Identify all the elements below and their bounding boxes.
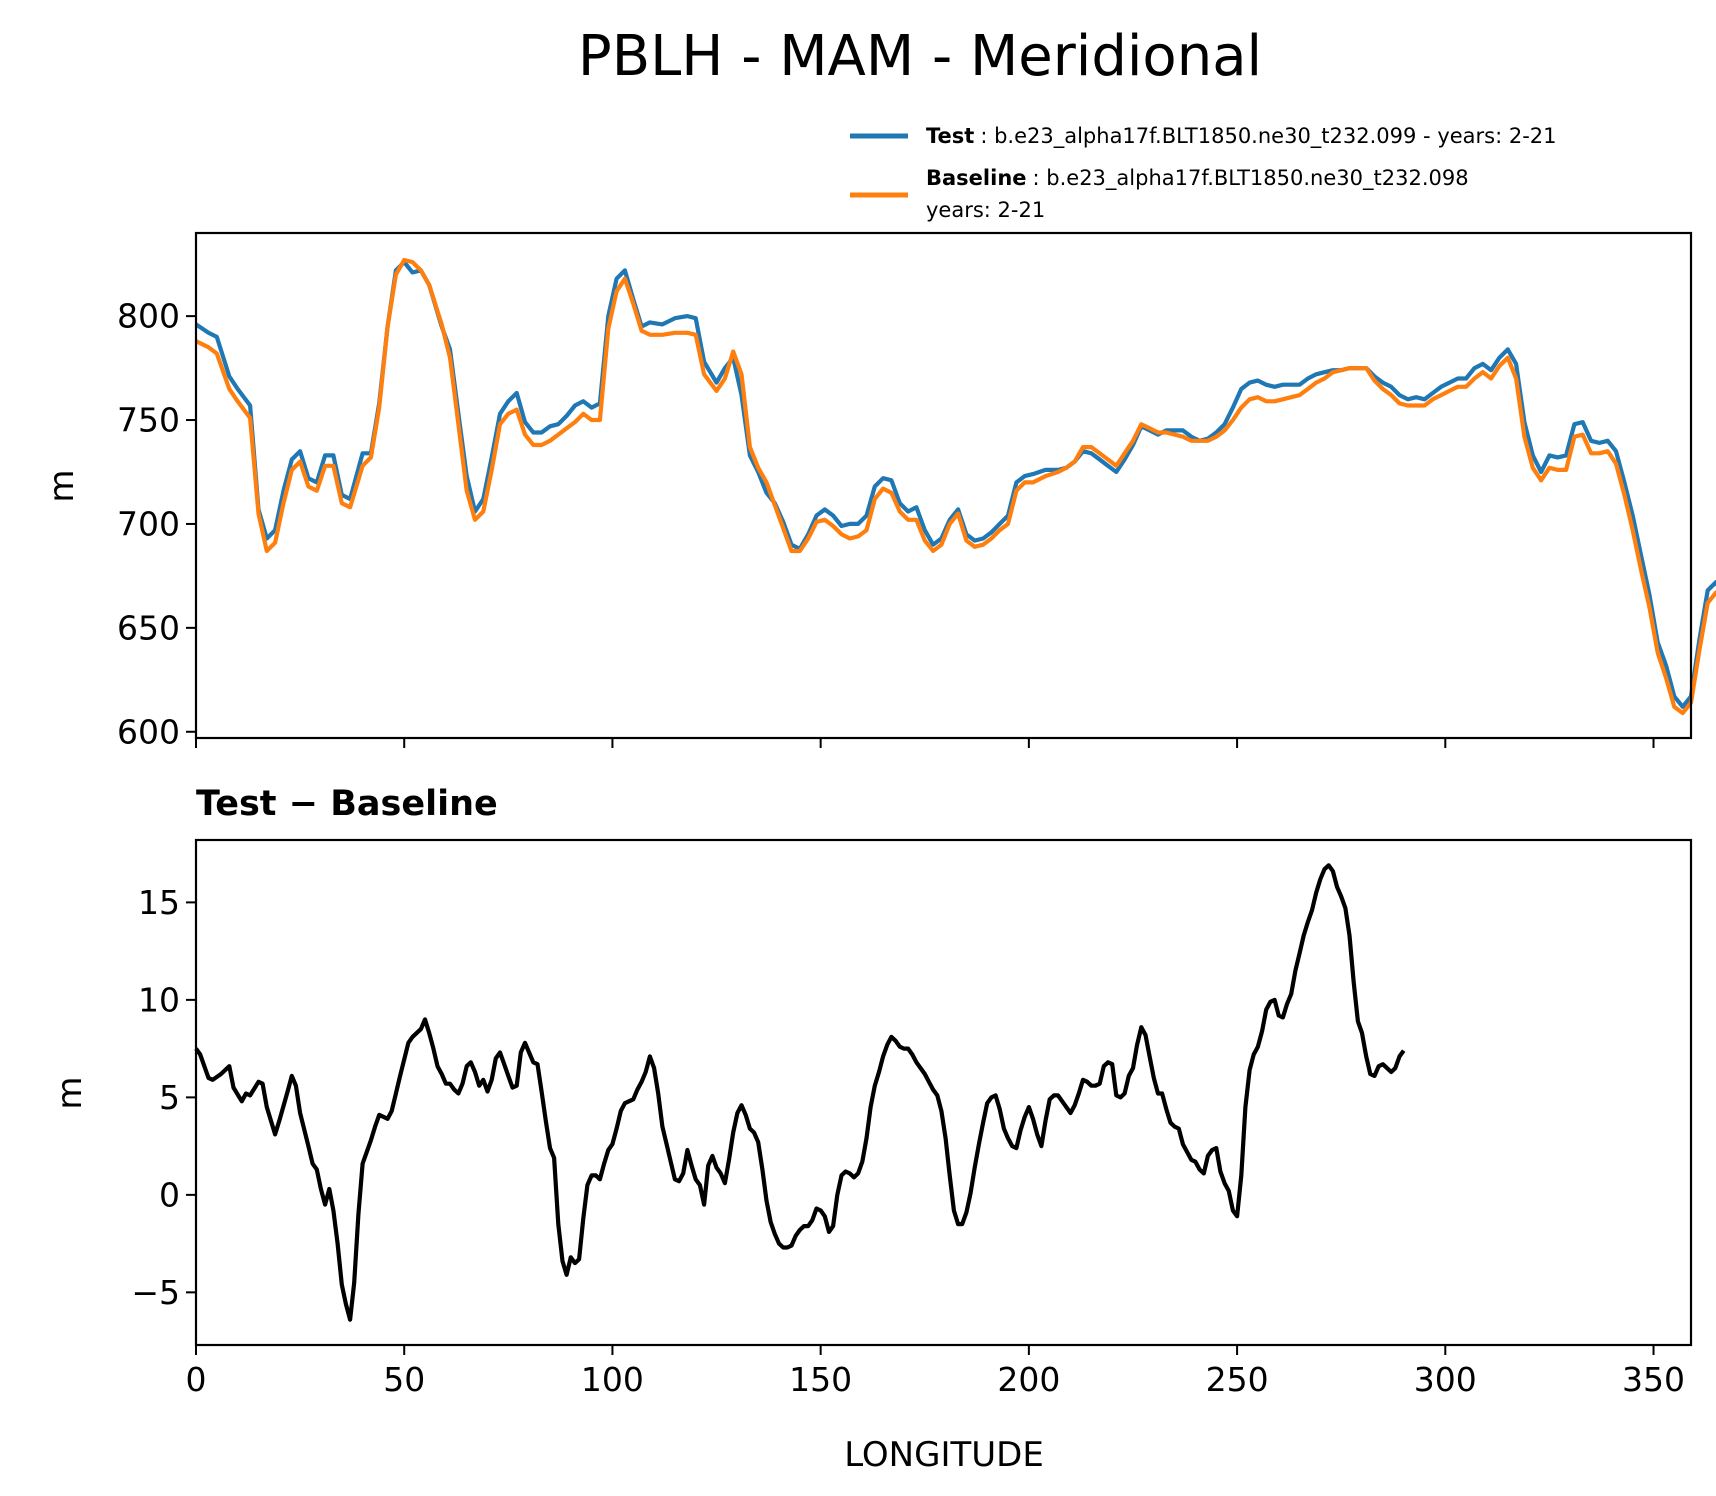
legend-label-test-bold: Test (926, 124, 974, 148)
y-tick-label: 650 (117, 608, 180, 647)
bottom-x-ticks: 0 50 100 150 200 250 300 350 (186, 1345, 1685, 1399)
series-line-difference (194, 863, 1406, 1322)
legend-label-test: Test: b.e23_alpha17f.BLT1850.ne30_t232.0… (926, 124, 1557, 149)
x-axis-label: LONGITUDE (844, 1435, 1044, 1475)
x-tick-label: 200 (997, 1360, 1060, 1399)
x-tick-label: 150 (789, 1360, 852, 1399)
top-y-axis-label: m (42, 469, 82, 502)
y-tick-label: 15 (138, 883, 180, 922)
top-x-ticks (195, 738, 1655, 748)
bottom-plot-frame (194, 838, 1693, 1347)
bottom-y-axis-label: m (50, 1076, 90, 1109)
x-tick-label: 0 (186, 1360, 207, 1399)
y-tick-label: 800 (117, 297, 180, 336)
y-tick-label: 5 (159, 1078, 180, 1117)
legend-label-test-rest: : b.e23_alpha17f.BLT1850.ne30_t232.099 -… (980, 124, 1556, 149)
x-tick-label: 250 (1206, 1360, 1269, 1399)
y-tick-label: 750 (117, 401, 180, 440)
bottom-panel-title: Test − Baseline (196, 784, 498, 824)
x-tick-label: 50 (383, 1360, 425, 1399)
y-tick-label: 0 (159, 1175, 180, 1214)
legend-label-baseline: Baseline: b.e23_alpha17f.BLT1850.ne30_t2… (926, 166, 1469, 191)
series-line-test (194, 260, 1716, 709)
top-panel: 600 650 700 750 800 m (42, 231, 1716, 751)
legend: Test: b.e23_alpha17f.BLT1850.ne30_t232.0… (850, 124, 1557, 222)
legend-label-baseline-years: years: 2-21 (926, 198, 1045, 222)
x-tick-label: 100 (581, 1360, 644, 1399)
top-plot-frame (194, 231, 1693, 740)
bottom-series-lines (194, 863, 1406, 1322)
bottom-panel: Test − Baseline −5 0 5 10 15 0 50 100 150 200 250… (50, 784, 1693, 1475)
series-line-baseline (195, 257, 1716, 716)
figure-title: PBLH - MAM - Meridional (578, 24, 1262, 89)
top-series-lines (194, 257, 1716, 716)
bottom-y-ticks: −5 0 5 10 15 (131, 883, 196, 1312)
y-tick-label: 10 (138, 980, 180, 1019)
y-tick-label: −5 (131, 1273, 180, 1312)
y-tick-label: 600 (117, 712, 180, 751)
x-tick-label: 300 (1414, 1360, 1477, 1399)
legend-label-baseline-bold: Baseline (926, 166, 1027, 190)
x-tick-label: 350 (1622, 1360, 1685, 1399)
y-tick-label: 700 (117, 504, 180, 543)
top-y-ticks: 600 650 700 750 800 (117, 297, 196, 751)
legend-label-baseline-rest: : b.e23_alpha17f.BLT1850.ne30_t232.098 (1033, 166, 1469, 191)
